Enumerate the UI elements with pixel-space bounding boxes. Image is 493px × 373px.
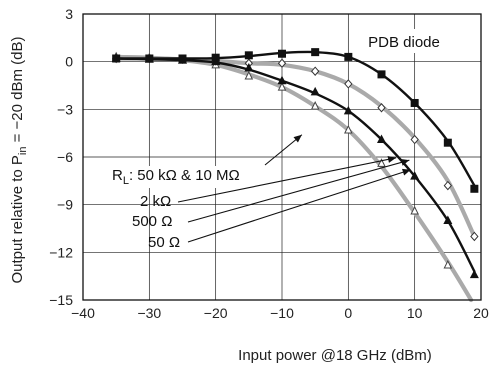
x-tick-label: 0	[344, 305, 352, 321]
arrow-line	[177, 157, 397, 203]
marker-triangle	[244, 63, 254, 72]
plot-frame	[82, 13, 482, 301]
marker-diamond	[311, 66, 320, 76]
marker-triangle-open	[377, 158, 386, 167]
marker-square	[311, 48, 320, 57]
marker-square	[470, 184, 479, 193]
marker-triangle-open	[443, 259, 453, 269]
marker-triangle-open	[277, 81, 287, 91]
arrow-line	[187, 169, 411, 243]
annotation-50: 50 Ω	[148, 234, 180, 251]
marker-triangle-open	[410, 205, 419, 215]
annotation-arrows	[177, 134, 411, 243]
marker-diamond	[277, 58, 287, 69]
marker-square	[211, 53, 220, 62]
x-tick-label: −30	[137, 305, 161, 321]
marker-triangle	[377, 134, 386, 144]
marker-triangle-open	[244, 70, 254, 80]
marker-triangle	[469, 269, 479, 279]
annotation-2k: 2 kΩ	[140, 193, 171, 210]
marker-triangle-open	[344, 124, 353, 134]
x-tick-label: −40	[71, 305, 95, 321]
annotation-labels: RL: 50 kΩ & 10 MΩ 2 kΩ 500 Ω 50 Ω	[109, 166, 243, 251]
marker-diamond	[443, 180, 452, 191]
y-tick-label: −15	[49, 292, 73, 308]
marker-square	[178, 54, 187, 63]
annotation-rl-50k: RL: 50 kΩ & 10 MΩ	[112, 167, 240, 187]
marker-square	[410, 98, 419, 107]
marker-square	[344, 52, 353, 61]
x-tick-labels: −40 −30 −20 −10 0 10 20	[71, 305, 489, 321]
marker-triangle	[310, 86, 320, 96]
y-tick-label: 0	[65, 54, 73, 70]
marker-diamond	[470, 231, 479, 242]
y-axis-label: Output relative to Pin = −20 dBm (dB)	[9, 36, 29, 283]
x-tick-label: −10	[270, 305, 294, 321]
marker-square	[244, 51, 253, 60]
marker-diamond	[410, 134, 419, 145]
annotation-500: 500 Ω	[132, 213, 172, 230]
marker-diamond	[377, 102, 386, 113]
marker-triangle	[410, 171, 420, 180]
arrow-head	[387, 155, 397, 163]
arrow-line	[187, 159, 410, 223]
y-tick-labels: 3 0 −3 −6 −9 −12 −15	[49, 6, 73, 308]
markers-layer	[111, 48, 479, 279]
y-tick-label: −12	[49, 244, 73, 260]
marker-triangle	[443, 215, 453, 225]
marker-square	[145, 54, 154, 63]
y-tick-label: −6	[57, 149, 73, 165]
x-tick-label: 20	[473, 305, 489, 321]
inset-label: PDB diode	[368, 34, 440, 51]
marker-square	[112, 54, 121, 63]
x-axis-label: Input power @18 GHz (dBm)	[238, 347, 432, 364]
inset-label-bg	[358, 29, 452, 53]
arrow-head	[400, 158, 410, 166]
marker-square	[278, 49, 286, 58]
marker-square	[377, 70, 386, 79]
marker-triangle	[343, 105, 353, 115]
y-tick-label: −9	[57, 197, 73, 213]
annotation-bg	[109, 166, 243, 188]
marker-triangle-open	[310, 101, 320, 110]
y-tick-label: 3	[65, 6, 73, 22]
marker-triangle	[277, 75, 287, 85]
y-tick-label: −3	[57, 101, 73, 117]
marker-square	[443, 138, 452, 147]
x-tick-label: −20	[204, 305, 228, 321]
arrow-head	[293, 134, 302, 143]
series-line-square	[115, 50, 476, 187]
arrow-head	[401, 168, 411, 176]
x-tick-label: 10	[407, 305, 423, 321]
marker-diamond	[344, 79, 353, 89]
